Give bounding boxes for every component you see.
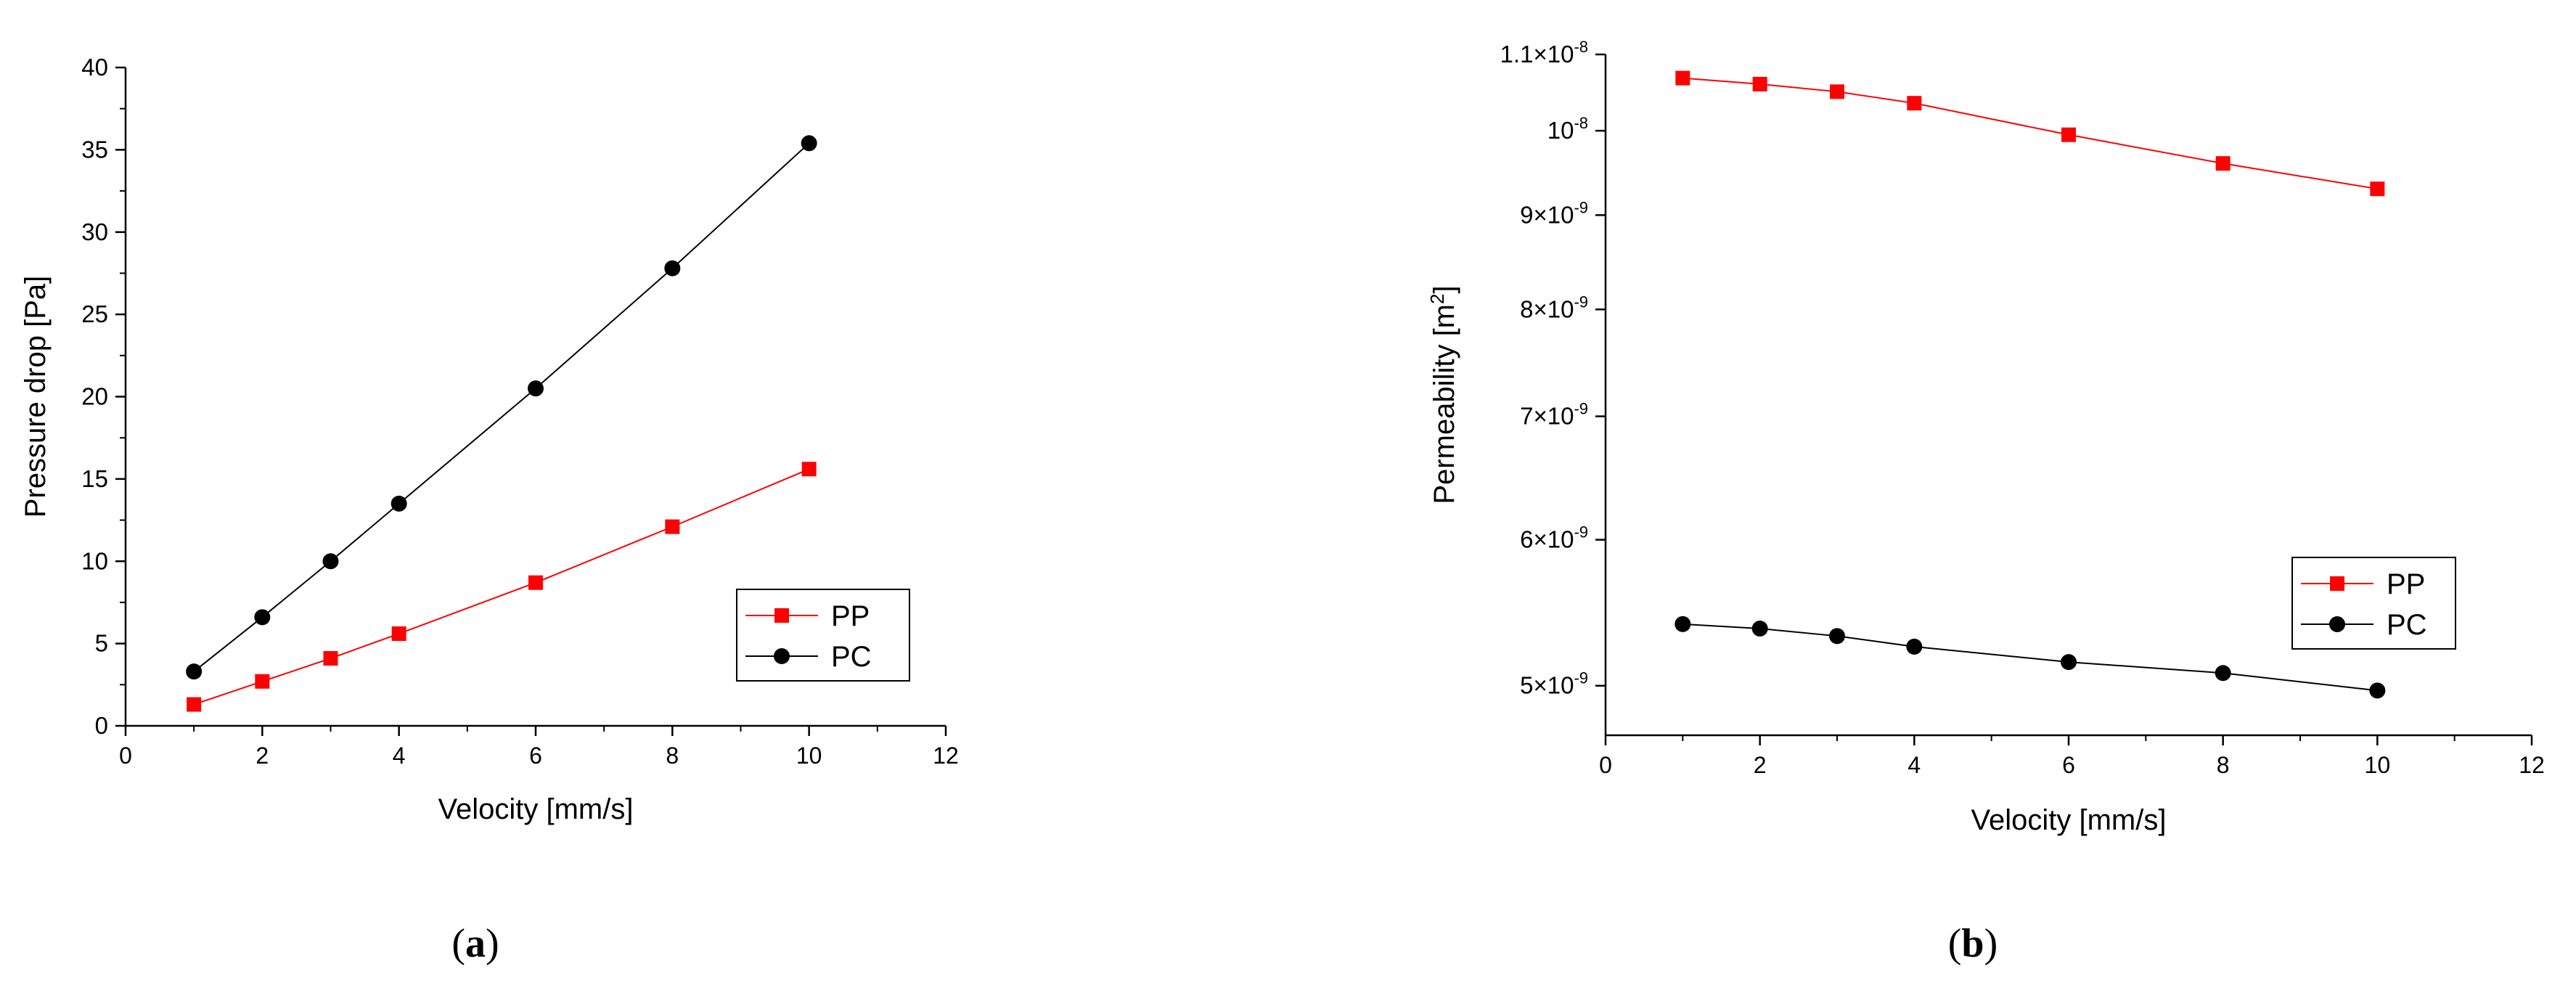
y-tick-label: 15 [81, 465, 108, 492]
y-tick-label: 30 [81, 218, 108, 245]
data-point-pc [664, 260, 681, 277]
data-point-pc [2061, 654, 2077, 671]
series-line-pc [193, 142, 810, 672]
series-line-pp [1682, 77, 2378, 190]
x-tick-label: 0 [119, 743, 132, 769]
y-tick-label: 6×10-9 [1520, 523, 1588, 553]
data-point-pc [1751, 620, 1768, 637]
data-point-pc [801, 135, 817, 152]
x-axis-label: Velocity [mm/s] [1971, 804, 2167, 836]
data-point-pp [2215, 156, 2231, 171]
legend-marker-pp [774, 608, 789, 623]
y-tick-label: 5×10-9 [1520, 669, 1588, 699]
x-tick-label: 10 [2365, 752, 2391, 778]
x-axis-label: Velocity [mm/s] [438, 793, 634, 825]
data-point-pp [2061, 127, 2076, 142]
y-axis-label: Permeability [m2] [1426, 285, 1460, 504]
data-point-pc [2369, 682, 2386, 699]
y-tick-label: 20 [81, 383, 108, 410]
y-axis-label: Pressure drop [Pa] [20, 276, 52, 518]
data-point-pc [322, 553, 339, 570]
data-point-pc [528, 380, 544, 397]
panel-caption: (a) [451, 921, 499, 966]
data-point-pc [254, 609, 271, 626]
data-point-pp [1907, 96, 1922, 111]
chart-a: 0 2 4 6 8 10 12 0 5 10 15 20 25 30 35 40 Velocity [mm/s]… [20, 54, 959, 966]
y-tick-label: 10 [81, 547, 108, 574]
y-tick-label: 5 [95, 630, 108, 657]
data-point-pp [391, 626, 406, 642]
legend-box [2291, 557, 2456, 650]
y-tick-label: 8×10-9 [1520, 293, 1588, 322]
x-tick-label: 8 [2217, 752, 2230, 778]
y-tick-label: 40 [81, 54, 108, 81]
legend-label-pc: PC [2387, 609, 2427, 641]
x-tick-label: 2 [255, 743, 269, 769]
data-point-pp [1675, 70, 1690, 86]
data-point-pp [1830, 84, 1844, 99]
legend-marker-pc [2329, 616, 2345, 632]
legend-label-pp: PP [831, 600, 870, 632]
x-tick-label: 6 [529, 743, 542, 769]
data-point-pc [391, 495, 407, 512]
x-tick-label: 0 [1599, 752, 1612, 778]
y-tick-label: 0 [95, 712, 108, 739]
data-point-pp [1752, 76, 1767, 91]
data-point-pc [186, 663, 203, 680]
y-tick-label: 7×10-9 [1520, 400, 1588, 430]
data-point-pc [1829, 628, 1845, 645]
data-point-pp [528, 575, 543, 590]
data-point-pc [1906, 638, 1923, 655]
y-tick-label: 1.1×10-8 [1500, 38, 1588, 68]
series-line-pp [193, 468, 810, 706]
x-tick-label: 12 [2519, 752, 2545, 778]
x-tick-label: 8 [666, 743, 679, 769]
x-tick-label: 10 [796, 743, 822, 769]
legend-marker-pc [774, 648, 790, 664]
data-point-pp [323, 651, 338, 666]
series-line-pc [1682, 623, 2378, 692]
data-point-pc [1675, 616, 1691, 632]
x-tick-label: 12 [933, 743, 959, 769]
data-point-pp [255, 674, 270, 689]
x-tick-label: 2 [1754, 752, 1767, 778]
chart-b: 0 2 4 6 8 10 12 1.1×10-8 10-8 9×10-9 8×10-9 7×10-9 6… [1426, 38, 2545, 966]
x-tick-label: 4 [393, 743, 406, 769]
legend-marker-pp [2330, 576, 2344, 591]
x-tick-label: 4 [1908, 752, 1921, 778]
y-tick-label: 25 [81, 300, 108, 327]
data-point-pp [187, 697, 202, 712]
legend-label-pc: PC [831, 641, 872, 673]
data-point-pp [801, 462, 817, 477]
legend-box [736, 589, 910, 682]
data-point-pp [665, 519, 680, 534]
y-tick-label: 35 [81, 136, 108, 163]
panel-caption: (b) [1948, 921, 1998, 966]
y-tick-label: 10-8 [1547, 114, 1588, 144]
legend-label-pp: PP [2387, 568, 2425, 600]
data-point-pc [2215, 665, 2231, 682]
x-tick-label: 6 [2062, 752, 2075, 778]
data-point-pp [2370, 181, 2385, 197]
y-tick-label: 9×10-9 [1520, 198, 1588, 228]
